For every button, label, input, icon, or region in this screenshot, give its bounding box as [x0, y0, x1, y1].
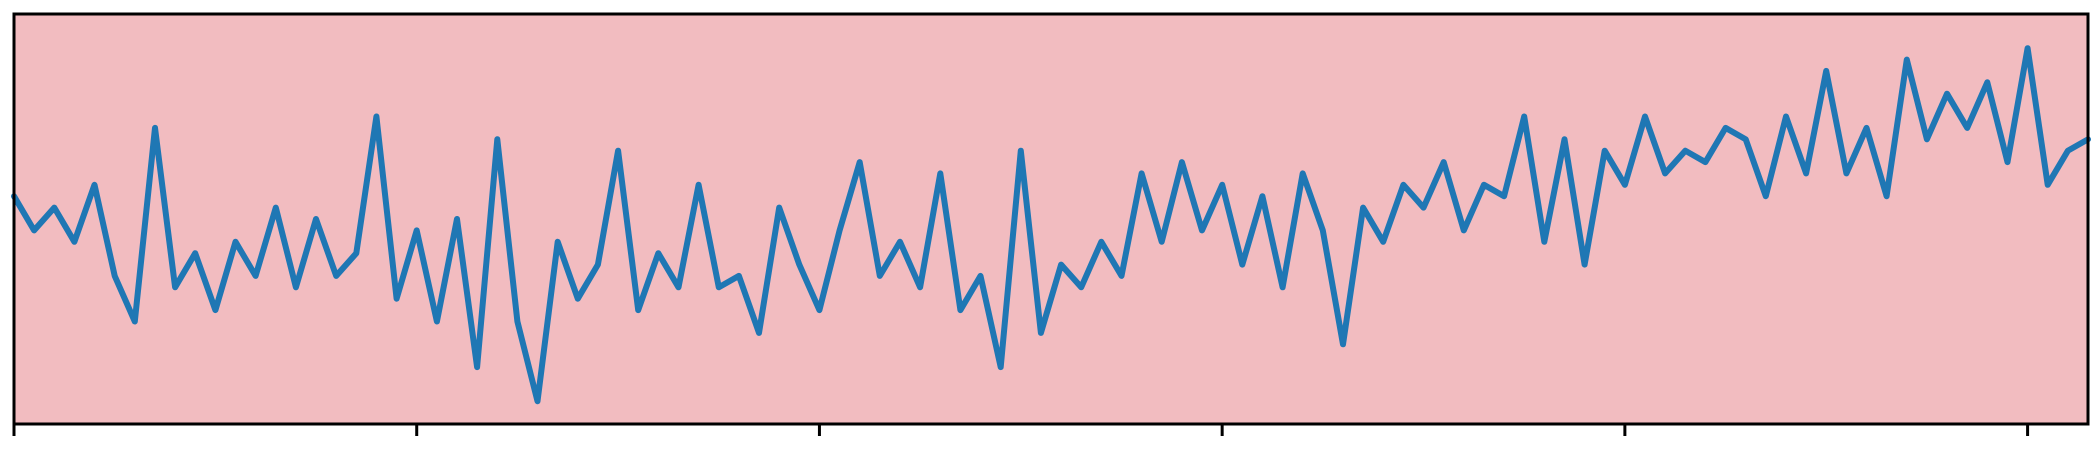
- plot-frame: [12, 12, 2090, 426]
- x-axis-ticks: [12, 424, 2030, 436]
- series-line-0: [11, 45, 2091, 405]
- series-layer: [11, 45, 2091, 405]
- plot-area-background: [14, 14, 2088, 424]
